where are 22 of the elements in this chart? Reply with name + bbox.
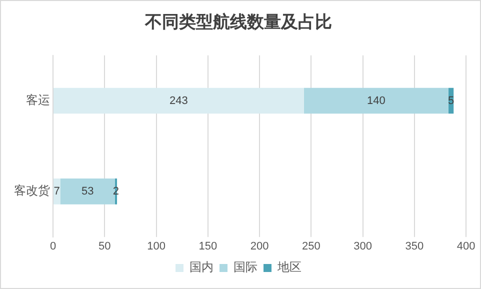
x-tick-label: 250 (302, 240, 320, 252)
y-tick-label: 客改货 (14, 184, 50, 198)
x-tick-label: 50 (98, 240, 111, 252)
chart-title: 不同类型航线数量及占比 (144, 12, 332, 33)
data-label: 7 (54, 185, 60, 198)
x-tick-label: 300 (354, 240, 372, 252)
bar (60, 178, 115, 204)
x-tick-label: 150 (198, 240, 218, 252)
x-tick-label: 400 (456, 240, 476, 252)
bar (54, 88, 304, 114)
y-tick-label: 客运 (26, 92, 50, 107)
bar (304, 88, 448, 114)
x-tick-label: 100 (147, 240, 166, 252)
x-tick-label: 350 (405, 240, 424, 252)
x-tick-label: 0 (50, 240, 56, 252)
x-tick-label: 200 (250, 240, 269, 252)
data-label: 53 (81, 185, 94, 198)
data-label: 243 (170, 94, 188, 107)
data-label: 140 (366, 94, 386, 107)
legend-label: 国内 (190, 260, 214, 274)
legend-label: 地区 (276, 260, 302, 274)
legend-label: 国际 (234, 260, 258, 274)
